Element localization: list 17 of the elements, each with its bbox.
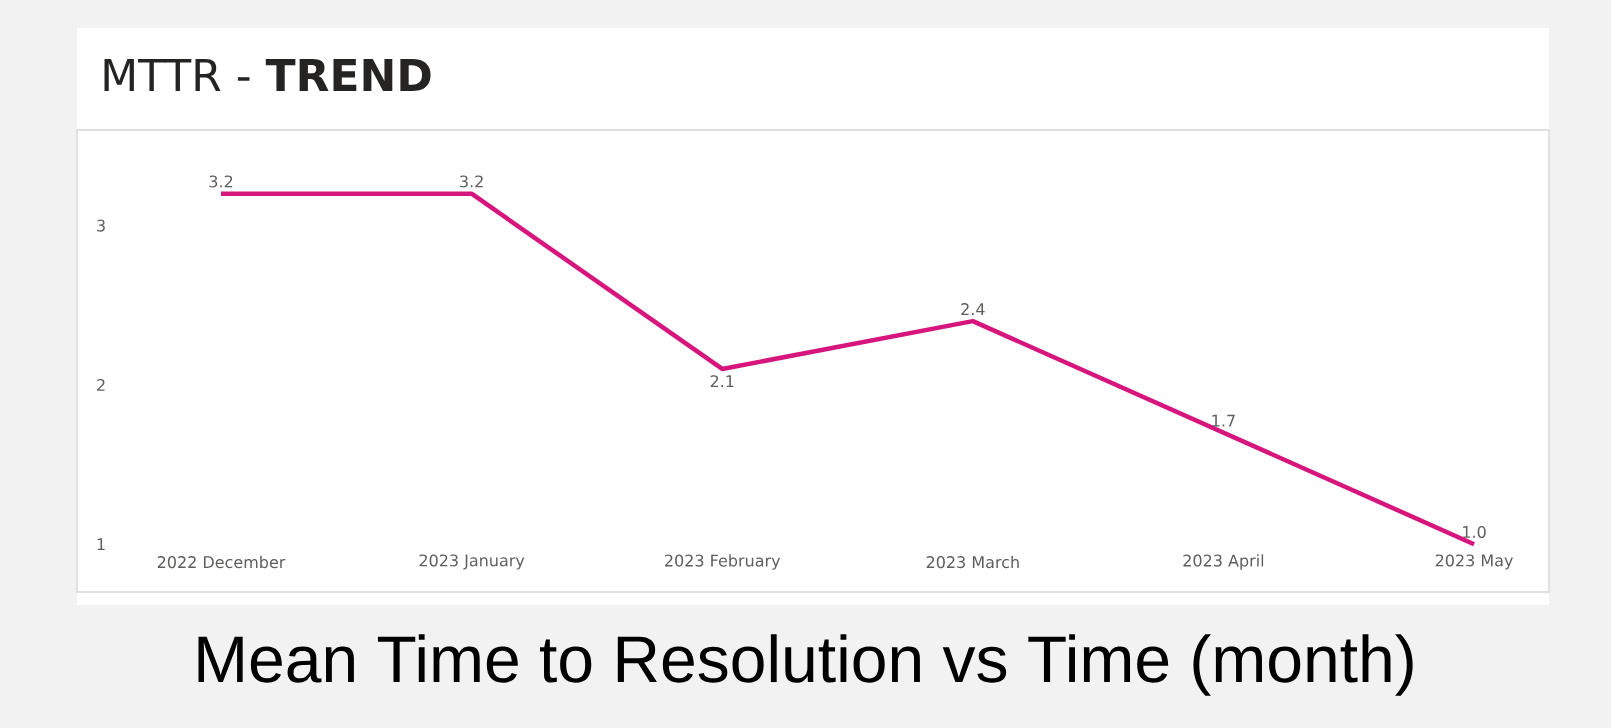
data-label: 1.7 [1212,414,1235,427]
chart-title: MTTR - TREND [104,58,431,92]
data-label: 2.4 [961,303,985,315]
data-label: 3.2 [460,175,483,188]
x-tick-label: 2023 March [926,555,1019,569]
text: Mean Time to Resolution vs Time (month) [198,634,1413,696]
data-label: 3.2 [209,175,233,188]
data-label: 1.0 [1463,525,1486,538]
data-label: 2.1 [710,375,734,388]
y-tick-label: 2 [97,378,105,391]
y-tick-label: 1 [97,538,105,551]
x-tick-label: 2023 May [1435,554,1513,570]
x-tick-label: 2023 April [1183,554,1264,570]
x-tick-label: 2023 February [665,554,781,570]
y-tick-label: 3 [97,219,105,232]
x-tick-label: 2022 December [157,555,286,569]
x-tick-label: 2023 January [419,554,525,570]
